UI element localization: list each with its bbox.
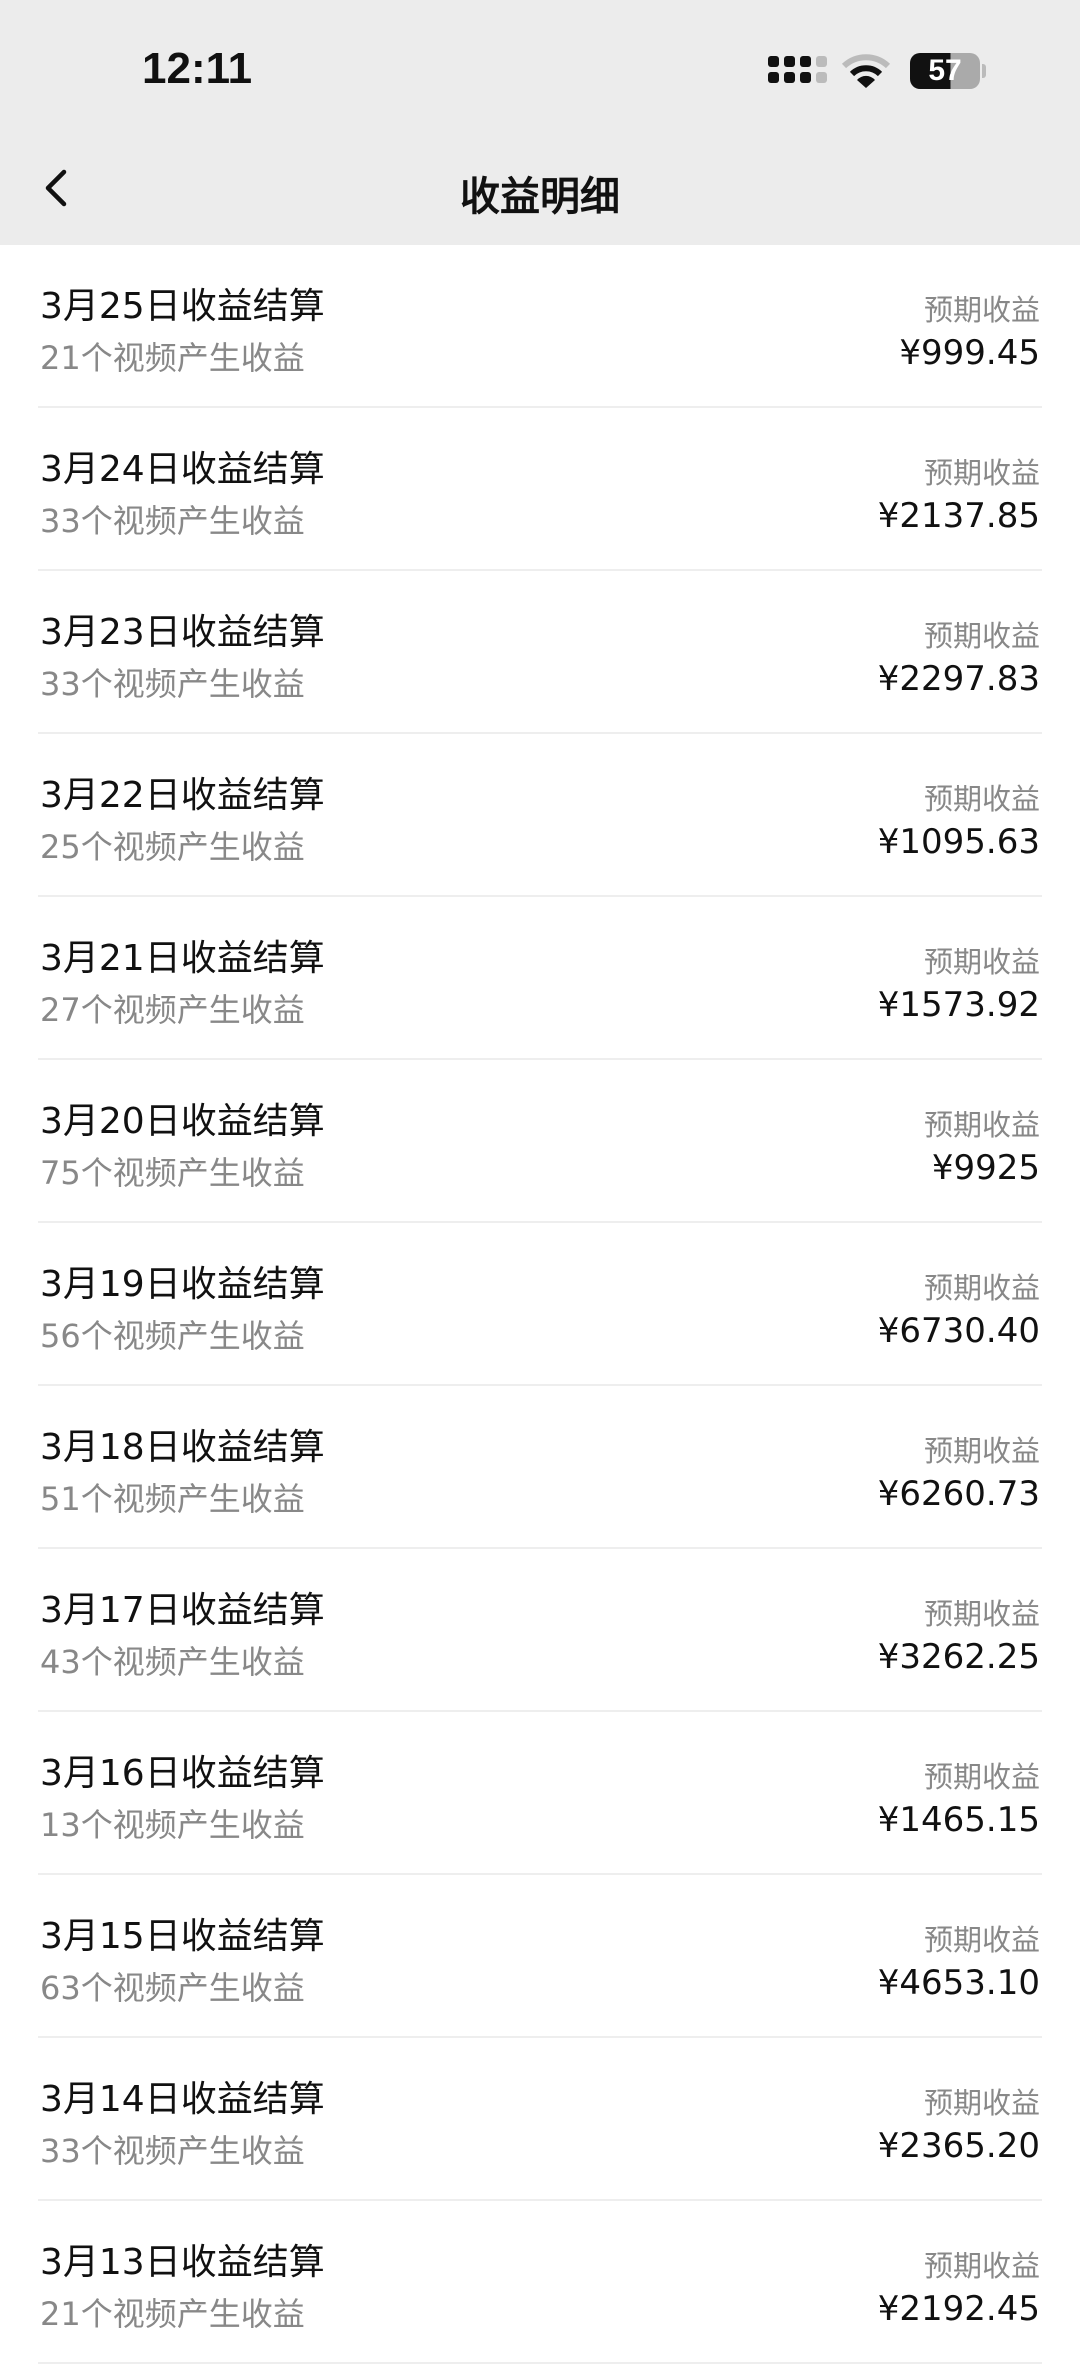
- battery-tip: [982, 64, 986, 78]
- list-item[interactable]: 3月18日收益结算 51个视频产生收益 预期收益 ¥6260.73: [38, 1386, 1042, 1549]
- item-label: 预期收益: [923, 945, 1040, 979]
- item-label: 预期收益: [923, 1108, 1040, 1142]
- item-title: 3月14日收益结算: [40, 2079, 325, 2120]
- item-amount: ¥1095.63: [877, 822, 1040, 862]
- list-item[interactable]: 3月19日收益结算 56个视频产生收益 预期收益 ¥6730.40: [38, 1223, 1042, 1386]
- item-title: 3月25日收益结算: [40, 286, 325, 327]
- item-amount: ¥4653.10: [877, 1963, 1040, 2003]
- list-item[interactable]: 3月24日收益结算 33个视频产生收益 预期收益 ¥2137.85: [38, 408, 1042, 571]
- item-title: 3月17日收益结算: [40, 1590, 325, 1631]
- wifi-icon: [842, 54, 890, 88]
- item-title: 3月18日收益结算: [40, 1427, 325, 1468]
- item-label: 预期收益: [923, 619, 1040, 653]
- item-subtitle: 33个视频产生收益: [40, 2132, 305, 2170]
- item-amount: ¥2192.45: [877, 2289, 1040, 2329]
- item-subtitle: 33个视频产生收益: [40, 665, 305, 703]
- item-amount: ¥1573.92: [877, 985, 1040, 1025]
- item-subtitle: 63个视频产生收益: [40, 1969, 305, 2007]
- list-item[interactable]: 3月16日收益结算 13个视频产生收益 预期收益 ¥1465.15: [38, 1712, 1042, 1875]
- item-label: 预期收益: [923, 1597, 1040, 1631]
- item-amount: ¥9925: [931, 1148, 1040, 1188]
- list-item[interactable]: 3月15日收益结算 63个视频产生收益 预期收益 ¥4653.10: [38, 1875, 1042, 2038]
- list-item[interactable]: 3月13日收益结算 21个视频产生收益 预期收益 ¥2192.45: [38, 2201, 1042, 2364]
- item-subtitle: 43个视频产生收益: [40, 1643, 305, 1681]
- item-title: 3月23日收益结算: [40, 612, 325, 653]
- item-label: 预期收益: [923, 1271, 1040, 1305]
- list-item[interactable]: 3月25日收益结算 21个视频产生收益 预期收益 ¥999.45: [38, 245, 1042, 408]
- item-label: 预期收益: [923, 782, 1040, 816]
- item-title: 3月24日收益结算: [40, 449, 325, 490]
- item-subtitle: 21个视频产生收益: [40, 2295, 305, 2333]
- page-title: 收益明细: [460, 174, 620, 220]
- list-item[interactable]: 3月20日收益结算 75个视频产生收益 预期收益 ¥9925: [38, 1060, 1042, 1223]
- status-bar: 12:11 57: [0, 0, 1080, 130]
- item-label: 预期收益: [923, 1760, 1040, 1794]
- list-item[interactable]: 3月17日收益结算 43个视频产生收益 预期收益 ¥3262.25: [38, 1549, 1042, 1712]
- item-title: 3月15日收益结算: [40, 1916, 325, 1957]
- list-item[interactable]: 3月21日收益结算 27个视频产生收益 预期收益 ¥1573.92: [38, 897, 1042, 1060]
- list-item[interactable]: 3月22日收益结算 25个视频产生收益 预期收益 ¥1095.63: [38, 734, 1042, 897]
- item-amount: ¥1465.15: [877, 1800, 1040, 1840]
- item-title: 3月20日收益结算: [40, 1101, 325, 1142]
- item-amount: ¥6730.40: [877, 1311, 1040, 1351]
- item-label: 预期收益: [923, 2249, 1040, 2283]
- cellular-signal-icon: [768, 56, 827, 83]
- item-subtitle: 27个视频产生收益: [40, 991, 305, 1029]
- item-subtitle: 75个视频产生收益: [40, 1154, 305, 1192]
- nav-bar: 收益明细: [0, 130, 1080, 245]
- item-amount: ¥2365.20: [877, 2126, 1040, 2166]
- item-subtitle: 21个视频产生收益: [40, 339, 305, 377]
- list-item[interactable]: 3月23日收益结算 33个视频产生收益 预期收益 ¥2297.83: [38, 571, 1042, 734]
- chevron-left-icon[interactable]: [38, 168, 78, 208]
- item-amount: ¥3262.25: [877, 1637, 1040, 1677]
- item-subtitle: 56个视频产生收益: [40, 1317, 305, 1355]
- battery-icon: 57: [910, 53, 980, 89]
- item-label: 预期收益: [923, 293, 1040, 327]
- item-amount: ¥2137.85: [877, 496, 1040, 536]
- item-subtitle: 33个视频产生收益: [40, 502, 305, 540]
- earnings-list: 3月25日收益结算 21个视频产生收益 预期收益 ¥999.45 3月24日收益结算 33…: [0, 245, 1080, 2364]
- item-label: 预期收益: [923, 2086, 1040, 2120]
- item-label: 预期收益: [923, 456, 1040, 490]
- item-title: 3月22日收益结算: [40, 775, 325, 816]
- item-amount: ¥999.45: [899, 333, 1040, 373]
- item-title: 3月21日收益结算: [40, 938, 325, 979]
- item-title: 3月16日收益结算: [40, 1753, 325, 1794]
- item-subtitle: 25个视频产生收益: [40, 828, 305, 866]
- list-item[interactable]: 3月14日收益结算 33个视频产生收益 预期收益 ¥2365.20: [38, 2038, 1042, 2201]
- item-title: 3月19日收益结算: [40, 1264, 325, 1305]
- item-subtitle: 51个视频产生收益: [40, 1480, 305, 1518]
- status-time: 12:11: [142, 44, 253, 93]
- item-amount: ¥6260.73: [877, 1474, 1040, 1514]
- item-label: 预期收益: [923, 1923, 1040, 1957]
- item-amount: ¥2297.83: [877, 659, 1040, 699]
- item-label: 预期收益: [923, 1434, 1040, 1468]
- item-subtitle: 13个视频产生收益: [40, 1806, 305, 1844]
- item-title: 3月13日收益结算: [40, 2242, 325, 2283]
